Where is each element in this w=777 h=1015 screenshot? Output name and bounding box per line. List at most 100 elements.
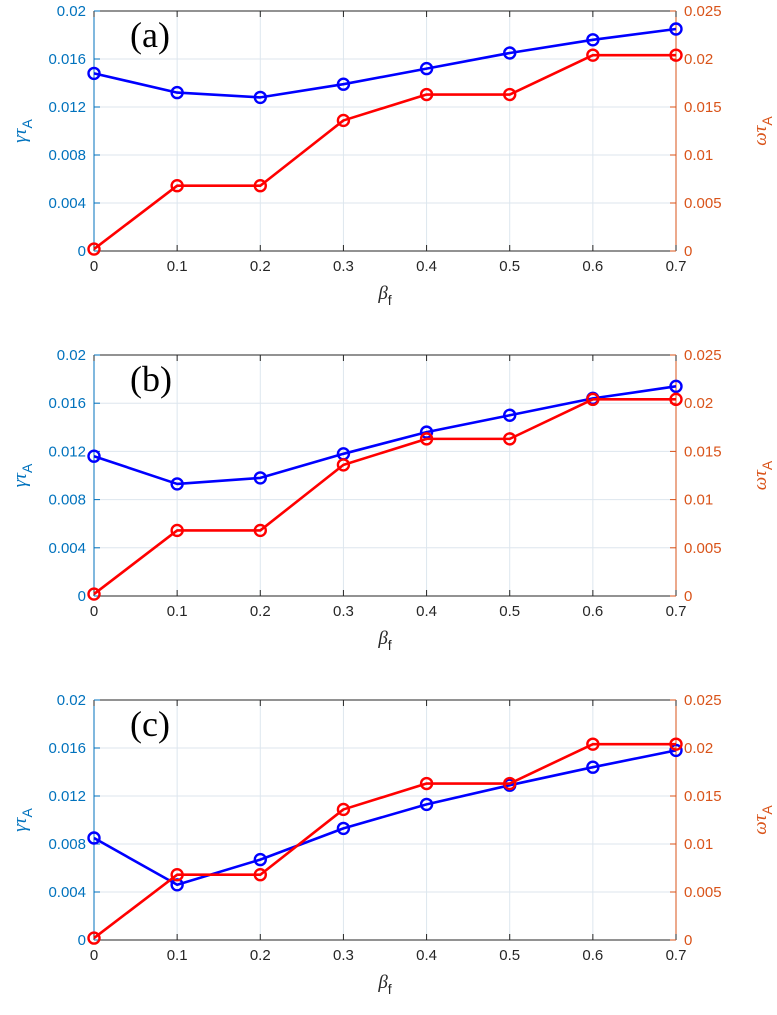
x-tick-label: 0.6 (582, 603, 603, 620)
left-y-tick-label: 0.004 (48, 884, 86, 901)
gamma-data-point (253, 471, 267, 485)
x-axis-title: βf (377, 283, 391, 308)
gamma-data-point (253, 852, 267, 867)
left-y-tick-label: 0.016 (48, 740, 86, 757)
x-tick-label: 0.2 (250, 603, 271, 620)
left-y-tick-label: 0.008 (48, 147, 86, 164)
omega-data-point (336, 802, 351, 817)
left-y-tick-label: 0.016 (48, 51, 86, 68)
gamma-data-point (253, 90, 267, 105)
omega-data-point (253, 523, 267, 538)
omega-data-point (669, 392, 683, 407)
gamma-data-point (170, 85, 184, 100)
right-y-tick-label: 0 (684, 932, 692, 949)
x-tick-label: 0.4 (416, 603, 437, 620)
omega-series-line (93, 398, 676, 596)
omega-data-point (419, 87, 434, 102)
x-tick-label: 0.6 (582, 947, 603, 964)
omega-series-line (93, 742, 676, 940)
omega-data-point (253, 179, 267, 193)
gamma-series-line (93, 27, 677, 99)
panel-label: (c) (130, 704, 170, 744)
gamma-data-point (503, 46, 517, 60)
panel-a: 0 0.1 0.2 0.3 0.4 0.5 0.6 0.700.0040.0080.0120.… (10, 3, 775, 308)
left-y-tick-label: 0.016 (48, 395, 86, 412)
x-tick-label: 0.3 (333, 603, 354, 620)
right-y-tick-label: 0.005 (684, 540, 722, 557)
right-y-tick-label: 0 (684, 243, 692, 260)
x-tick-label: 0 (90, 258, 98, 275)
x-tick-label: 0.1 (167, 603, 188, 620)
right-y-tick-label: 0.01 (684, 836, 713, 853)
omega-data-point (419, 432, 434, 446)
omega-data-point (669, 48, 683, 62)
x-tick-label: 0.5 (499, 947, 520, 964)
x-tick-label: 0.5 (499, 603, 520, 620)
left-y-tick-label: 0.012 (48, 788, 86, 805)
omega-data-point (87, 242, 101, 256)
gamma-data-point (170, 477, 184, 491)
panel-c: 0 0.1 0.2 0.3 0.4 0.5 0.6 0.700.0040.0080.0120.… (10, 692, 775, 997)
omega-data-point (87, 587, 101, 601)
omega-data-point (586, 737, 600, 751)
x-tick-label: 0.3 (333, 258, 354, 275)
x-axis-title: βf (377, 628, 391, 653)
left-y-tick-label: 0.004 (48, 540, 86, 557)
omega-data-point (586, 48, 600, 62)
right-y-tick-label: 0.005 (684, 195, 722, 212)
x-tick-label: 0 (90, 947, 98, 964)
omega-data-point (336, 458, 351, 472)
right-y-tick-label: 0 (684, 588, 692, 605)
left-y-axis-title: γτA (10, 463, 35, 487)
left-y-tick-label: 0.008 (48, 492, 86, 509)
gamma-data-point (336, 77, 351, 91)
omega-data-point (419, 776, 434, 791)
gamma-data-point (586, 760, 600, 774)
plot-area (94, 355, 676, 596)
right-y-tick-label: 0.02 (684, 51, 713, 68)
right-y-tick-label: 0.01 (684, 147, 713, 164)
left-y-axis-title: γτA (10, 808, 35, 832)
x-tick-label: 0.4 (416, 258, 437, 275)
gamma-data-point (669, 379, 683, 394)
right-y-tick-label: 0.005 (684, 884, 722, 901)
gamma-data-point (419, 797, 434, 812)
left-y-tick-label: 0.008 (48, 836, 86, 853)
left-y-tick-label: 0.02 (57, 3, 86, 20)
x-tick-label: 0.2 (250, 947, 271, 964)
left-y-tick-label: 0.012 (48, 443, 86, 460)
right-y-axis-title: ωτA (750, 460, 775, 490)
gamma-data-point (87, 831, 101, 845)
x-tick-label: 0.1 (167, 947, 188, 964)
omega-data-point (503, 776, 517, 791)
omega-data-point (170, 868, 184, 882)
x-tick-label: 0 (90, 603, 98, 620)
omega-data-point (586, 392, 600, 407)
panel-b: 0 0.1 0.2 0.3 0.4 0.5 0.6 0.700.0040.0080.0120.… (10, 347, 775, 653)
right-y-tick-label: 0.015 (684, 788, 722, 805)
x-tick-label: 0.2 (250, 258, 271, 275)
gamma-series-line (93, 385, 677, 486)
right-y-tick-label: 0.015 (684, 443, 722, 460)
plot-area (94, 700, 676, 940)
omega-data-point (336, 113, 351, 128)
gamma-data-point (669, 22, 683, 36)
x-axis-title: βf (377, 972, 391, 997)
left-y-tick-label: 0 (78, 932, 86, 949)
x-tick-label: 0.3 (333, 947, 354, 964)
omega-series-line (93, 53, 676, 251)
left-y-tick-label: 0 (78, 243, 86, 260)
gamma-data-point (336, 821, 351, 836)
x-tick-label: 0.4 (416, 947, 437, 964)
right-y-tick-label: 0.025 (684, 3, 722, 20)
gamma-data-point (503, 408, 517, 422)
left-y-tick-label: 0 (78, 588, 86, 605)
right-y-axis-title: ωτA (750, 805, 775, 835)
gamma-data-point (87, 449, 101, 463)
x-tick-label: 0.6 (582, 258, 603, 275)
right-y-tick-label: 0.025 (684, 692, 722, 709)
omega-data-point (170, 179, 184, 193)
right-y-tick-label: 0.02 (684, 395, 713, 412)
